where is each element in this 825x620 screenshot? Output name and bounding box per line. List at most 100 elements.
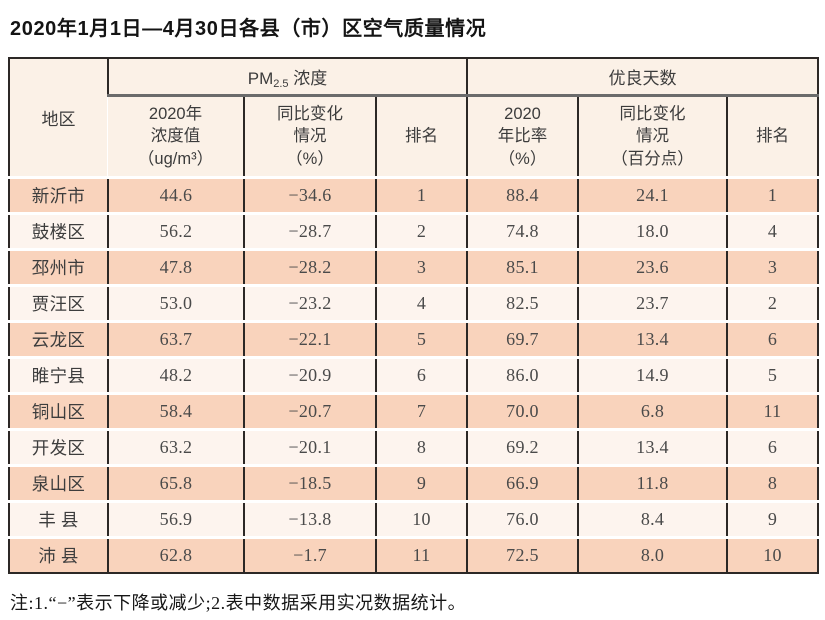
- table-row: 丰 县 56.9 −13.8 10 76.0 8.4 9: [9, 500, 819, 538]
- cell-days-rate: 70.0: [466, 392, 579, 430]
- pm-rank-header: 排名: [374, 95, 468, 178]
- days-change-header: 同比变化 情况 （百分点）: [577, 95, 728, 178]
- cell-days-rate: 66.9: [466, 464, 579, 502]
- table-row: 鼓楼区 56.2 −28.7 2 74.8 18.0 4: [9, 212, 819, 250]
- cell-pm-rank: 8: [374, 428, 468, 466]
- cell-pm-value: 44.6: [107, 176, 244, 214]
- days-rank-header: 排名: [726, 95, 819, 178]
- cell-pm-rank: 7: [374, 392, 468, 430]
- cell-days-change: 8.0: [577, 536, 728, 573]
- cell-days-rank: 6: [726, 320, 819, 358]
- cell-pm-change: −28.7: [243, 212, 376, 250]
- cell-pm-change: −13.8: [243, 500, 376, 538]
- table-row: 贾汪区 53.0 −23.2 4 82.5 23.7 2: [9, 284, 819, 322]
- footnote: 注:1.“−”表示下降或减少;2.表中数据采用实况数据统计。: [10, 593, 467, 613]
- cell-region: 贾汪区: [9, 284, 108, 322]
- cell-pm-value: 53.0: [107, 284, 244, 322]
- cell-pm-rank: 5: [374, 320, 468, 358]
- table-body: 新沂市 44.6 −34.6 1 88.4 24.1 1 鼓楼区 56.2 −28.7 2 74.8 1…: [9, 176, 819, 573]
- cell-days-rate: 88.4: [466, 176, 579, 214]
- pm25-label-prefix: PM: [247, 68, 274, 88]
- cell-pm-change: −20.1: [243, 428, 376, 466]
- pm25-label-suffix: 浓度: [288, 68, 328, 88]
- cell-days-rank: 3: [726, 248, 819, 286]
- cell-days-rank: 5: [726, 356, 819, 394]
- air-quality-table: 地区 PM2.5 浓度 优良天数 2020年 浓度值 （ug/m³） 同比变化 …: [8, 57, 820, 574]
- cell-pm-rank: 4: [374, 284, 468, 322]
- table-row: 睢宁县 48.2 −20.9 6 86.0 14.9 5: [9, 356, 819, 394]
- cell-pm-change: −1.7: [243, 536, 376, 573]
- cell-pm-rank: 11: [374, 536, 468, 573]
- cell-region: 沛 县: [9, 536, 108, 573]
- cell-days-rate: 86.0: [466, 356, 579, 394]
- cell-pm-rank: 10: [374, 500, 468, 538]
- cell-days-change: 24.1: [577, 176, 728, 214]
- header-group-row: 地区 PM2.5 浓度 优良天数: [9, 58, 819, 178]
- cell-days-rank: 10: [726, 536, 819, 573]
- cell-pm-rank: 1: [374, 176, 468, 214]
- cell-days-rate: 72.5: [466, 536, 579, 573]
- cell-days-change: 18.0: [577, 212, 728, 250]
- cell-pm-value: 56.2: [107, 212, 244, 250]
- cell-pm-value: 63.7: [107, 320, 244, 358]
- table-row: 新沂市 44.6 −34.6 1 88.4 24.1 1: [9, 176, 819, 214]
- table-row: 邳州市 47.8 −28.2 3 85.1 23.6 3: [9, 248, 819, 286]
- table-row: 铜山区 58.4 −20.7 7 70.0 6.8 11: [9, 392, 819, 430]
- cell-region: 邳州市: [9, 248, 108, 286]
- table-row: 沛 县 62.8 −1.7 11 72.5 8.0 10: [9, 536, 819, 573]
- cell-region: 鼓楼区: [9, 212, 108, 250]
- cell-days-change: 23.6: [577, 248, 728, 286]
- cell-pm-value: 56.9: [107, 500, 244, 538]
- cell-days-rank: 9: [726, 500, 819, 538]
- cell-days-change: 13.4: [577, 320, 728, 358]
- cell-days-rank: 2: [726, 284, 819, 322]
- cell-pm-change: −20.7: [243, 392, 376, 430]
- good-days-group-header: 优良天数: [466, 58, 819, 97]
- cell-pm-change: −18.5: [243, 464, 376, 502]
- cell-pm-rank: 9: [374, 464, 468, 502]
- table-row: 云龙区 63.7 −22.1 5 69.7 13.4 6: [9, 320, 819, 358]
- cell-days-change: 6.8: [577, 392, 728, 430]
- pm25-label-subscript: 2.5: [273, 77, 289, 90]
- cell-days-change: 8.4: [577, 500, 728, 538]
- cell-pm-value: 48.2: [107, 356, 244, 394]
- cell-pm-rank: 2: [374, 212, 468, 250]
- cell-pm-value: 63.2: [107, 428, 244, 466]
- cell-pm-rank: 3: [374, 248, 468, 286]
- cell-days-change: 23.7: [577, 284, 728, 322]
- cell-pm-value: 62.8: [107, 536, 244, 573]
- cell-days-rate: 85.1: [466, 248, 579, 286]
- cell-pm-change: −23.2: [243, 284, 376, 322]
- page-title: 2020年1月1日—4月30日各县（市）区空气质量情况: [10, 18, 487, 40]
- cell-days-rate: 69.7: [466, 320, 579, 358]
- cell-days-rate: 74.8: [466, 212, 579, 250]
- cell-region: 开发区: [9, 428, 108, 466]
- region-column-header: 地区: [9, 58, 108, 178]
- cell-days-rank: 1: [726, 176, 819, 214]
- cell-pm-change: −20.9: [243, 356, 376, 394]
- cell-pm-value: 47.8: [107, 248, 244, 286]
- cell-days-rank: 6: [726, 428, 819, 466]
- table-header: 地区 PM2.5 浓度 优良天数 2020年 浓度值 （ug/m³） 同比变化 …: [9, 58, 819, 178]
- cell-region: 铜山区: [9, 392, 108, 430]
- cell-days-change: 14.9: [577, 356, 728, 394]
- cell-region: 新沂市: [9, 176, 108, 214]
- cell-region: 云龙区: [9, 320, 108, 358]
- cell-pm-value: 58.4: [107, 392, 244, 430]
- cell-region: 睢宁县: [9, 356, 108, 394]
- pm-value-header: 2020年 浓度值 （ug/m³）: [108, 95, 244, 178]
- cell-days-rate: 76.0: [466, 500, 579, 538]
- cell-days-change: 13.4: [577, 428, 728, 466]
- cell-pm-change: −22.1: [243, 320, 376, 358]
- cell-days-rank: 11: [726, 392, 819, 430]
- days-rate-header: 2020 年比率 （%）: [466, 95, 579, 178]
- cell-days-rank: 8: [726, 464, 819, 502]
- pm-change-header: 同比变化 情况 （%）: [243, 95, 376, 178]
- cell-region: 泉山区: [9, 464, 108, 502]
- cell-pm-value: 65.8: [107, 464, 244, 502]
- pm25-group-header: PM2.5 浓度: [106, 58, 468, 97]
- header-sub-row: 2020年 浓度值 （ug/m³） 同比变化 情况 （%） 排名 2020 年比…: [9, 95, 819, 178]
- cell-days-rank: 4: [726, 212, 819, 250]
- cell-pm-rank: 6: [374, 356, 468, 394]
